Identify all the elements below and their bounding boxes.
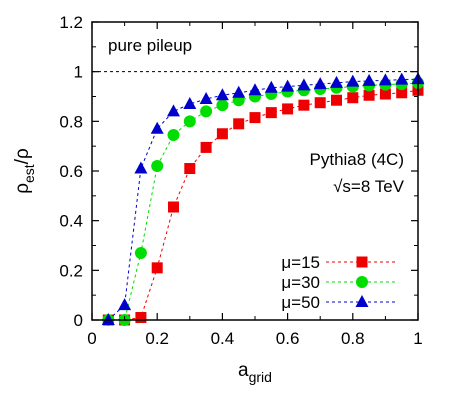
data-point [395,72,409,85]
data-point [313,77,327,90]
data-point [264,80,278,93]
data-point [282,103,294,115]
y-tick-label: 0 [74,311,83,330]
legend-marker [356,276,368,288]
x-tick-label: 1 [413,329,422,348]
y-tick-label: 1 [74,63,83,82]
data-point [232,85,246,98]
x-tick-label: 0.6 [276,329,300,348]
x-tick-label: 0.4 [211,329,235,348]
data-point [347,92,359,104]
y-tick-label: 1.2 [59,13,83,32]
data-point [199,91,213,104]
data-point [331,94,342,106]
y-axis-label-base: ρ [12,183,33,194]
legend-marker [355,295,369,307]
data-point [248,83,262,96]
y-tick-label: 0.4 [59,212,83,231]
data-point [363,89,375,101]
legend-label: μ=30 [281,273,320,292]
x-tick-label: 0 [87,329,96,348]
data-point [200,105,213,118]
data-point [135,312,147,324]
series-square [102,84,424,326]
data-point [233,118,245,130]
data-point [330,75,343,88]
panel-label: pure pileup [108,36,192,55]
generator-annotation: Pythia8 (4C) [310,150,404,169]
series-triangle [101,72,425,325]
data-point [134,161,148,174]
data-point [378,73,392,86]
y-axis-label-sub: est [21,164,37,183]
data-point [183,115,196,128]
legend-marker [356,256,368,268]
data-point [396,87,408,99]
series-line [108,89,419,321]
legend-entry: μ=30 [281,273,398,292]
data-point [297,78,311,91]
y-tick-label: 0.6 [59,162,83,181]
data-point [151,262,163,274]
x-tick-label: 0.2 [145,329,169,348]
x-axis-label-base: a [238,360,249,381]
data-point [167,104,180,117]
data-point [249,112,261,124]
energy-annotation: √s=8 TeV [333,177,405,196]
series-circle [102,76,424,326]
legend-entry: μ=50 [281,293,398,312]
data-point [298,99,310,111]
y-axis-label: ρest/ρ [12,148,37,194]
x-axis-label-sub: grid [249,369,272,385]
series-line [108,82,419,321]
data-point [134,246,147,259]
data-point [216,99,229,112]
y-tick-label: 0.2 [59,261,83,280]
legend-label: μ=15 [281,253,320,272]
data-point [150,121,164,134]
data-point [346,74,360,87]
data-point [314,97,326,109]
data-point [184,163,196,175]
legend-label: μ=50 [281,293,320,312]
data-point [151,160,164,173]
data-point [215,88,229,101]
legend: μ=15μ=30μ=50 [281,253,398,312]
data-point [118,298,132,311]
data-point [216,128,228,140]
data-point [167,128,180,141]
x-tick-label: 0.8 [341,329,365,348]
legend-entry: μ=15 [281,253,398,272]
y-tick-label: 0.8 [59,112,83,131]
data-point [379,88,391,100]
data-point [183,96,197,109]
data-point [362,73,376,86]
x-axis-label: agrid [238,360,272,385]
data-point [168,201,179,213]
y-axis-label-tail: /ρ [12,148,33,164]
data-point [281,79,295,92]
data-point [101,313,115,325]
data-point [200,141,212,153]
data-point [265,107,277,119]
